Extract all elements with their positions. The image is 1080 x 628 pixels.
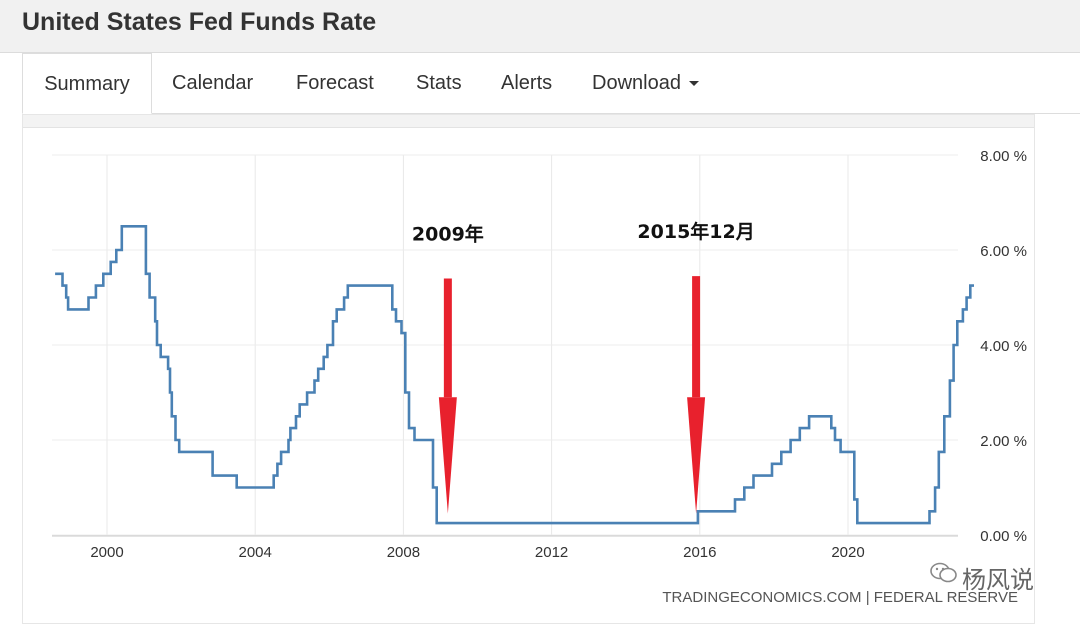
x-tick-label: 2004 — [239, 544, 272, 561]
x-tick-label: 2008 — [387, 544, 420, 561]
source-credit: TRADINGECONOMICS.COM | FEDERAL RESERVE — [662, 589, 1018, 606]
annotation-arrow-head — [687, 397, 706, 514]
annotation-arrow-shaft — [692, 276, 701, 398]
x-tick-label: 2020 — [831, 544, 864, 561]
tab-calendar-label: Calendar — [172, 72, 254, 94]
tab-forecast[interactable]: Forecast — [296, 53, 374, 113]
annotation-label: 2009年 — [412, 223, 484, 246]
tab-alerts[interactable]: Alerts — [501, 53, 552, 113]
tab-stats[interactable]: Stats — [416, 53, 462, 113]
y-tick-label: 8.00 % — [980, 148, 1027, 165]
tab-stats-label: Stats — [416, 72, 462, 94]
y-tick-label: 4.00 % — [980, 338, 1027, 355]
y-tick-label: 6.00 % — [980, 243, 1027, 260]
chart-container — [22, 114, 1035, 624]
x-tick-label: 2016 — [683, 544, 716, 561]
annotation-label: 2015年12月 — [637, 220, 754, 243]
tab-download[interactable]: Download — [592, 53, 699, 113]
annotation-arrow-shaft — [443, 278, 452, 398]
y-tick-label: 0.00 % — [980, 528, 1027, 545]
tab-download-label: Download — [592, 72, 681, 94]
y-tick-label: 2.00 % — [980, 433, 1027, 450]
tab-alerts-label: Alerts — [501, 72, 553, 94]
x-tick-label: 2000 — [90, 544, 123, 561]
title-bar: United States Fed Funds Rate — [0, 0, 1080, 53]
chart-top-strip — [23, 115, 1034, 128]
page-title: United States Fed Funds Rate — [22, 8, 377, 36]
caret-down-icon — [688, 81, 699, 87]
wechat-icon — [930, 562, 957, 583]
tab-forecast-label: Forecast — [296, 72, 374, 94]
tab-calendar[interactable]: Calendar — [172, 53, 253, 113]
tab-summary[interactable]: Summary — [22, 53, 152, 114]
annotation-arrow-head — [438, 397, 457, 514]
tab-summary-label: Summary — [44, 73, 130, 95]
tab-bar: Summary Calendar Forecast Stats Alerts D… — [22, 53, 1080, 114]
rate-series-line — [55, 225, 974, 525]
watermark-text: 杨风说 — [962, 566, 1034, 594]
x-tick-label: 2012 — [535, 544, 568, 561]
